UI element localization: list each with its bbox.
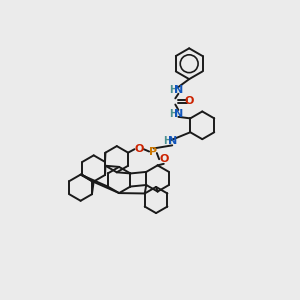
Text: P: P	[149, 147, 157, 157]
Text: N: N	[174, 109, 183, 119]
Text: H: H	[169, 85, 177, 95]
Text: N: N	[174, 85, 183, 95]
Text: H: H	[169, 109, 177, 119]
Text: O: O	[184, 96, 194, 106]
Text: H: H	[163, 136, 171, 146]
Text: N: N	[168, 136, 177, 146]
Text: O: O	[134, 144, 144, 154]
Text: O: O	[159, 154, 168, 164]
